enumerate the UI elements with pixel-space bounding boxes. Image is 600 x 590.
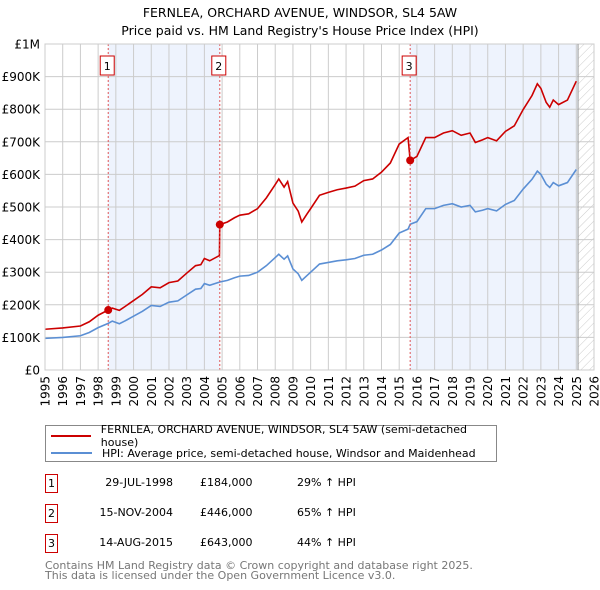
- x-tick-label: 2022: [517, 376, 531, 407]
- x-tick-label: 2021: [499, 376, 513, 407]
- footer-licence: This data is licensed under the Open Gov…: [45, 569, 396, 582]
- sale-label-box: [211, 55, 227, 76]
- x-tick-label: 2000: [127, 376, 141, 407]
- x-tick-label: 2008: [269, 376, 283, 407]
- x-tick-label: 2001: [145, 376, 159, 407]
- legend: FERNLEA, ORCHARD AVENUE, WINDSOR, SL4 5A…: [45, 423, 497, 462]
- x-tick-label: 2026: [588, 376, 600, 407]
- sale-label: 3: [406, 60, 413, 73]
- x-tick-label: 1996: [56, 376, 70, 407]
- x-tick-label: 2020: [481, 376, 495, 407]
- sale-row: 2 15-NOV-2004 £446,000 65% ↑ HPI: [45, 504, 445, 524]
- sale-point: [104, 306, 113, 315]
- x-tick-label: 2010: [304, 376, 318, 407]
- sale-point: [406, 156, 415, 165]
- sale-label-box: [99, 55, 115, 76]
- sale-date: 29-JUL-1998: [105, 476, 173, 489]
- x-tick-label: 2015: [393, 376, 407, 407]
- y-tick-label: £300K: [2, 266, 42, 280]
- y-tick-label: £900K: [2, 70, 42, 84]
- x-tick-label: 1995: [39, 376, 53, 407]
- x-tick-label: 2019: [464, 376, 478, 407]
- red-line-swatch: [51, 435, 91, 437]
- property-price-line: [44, 80, 578, 331]
- sale-number: 2: [45, 504, 58, 523]
- x-tick-label: 2005: [216, 376, 230, 407]
- hpi-line: [44, 169, 577, 340]
- sale-price: £643,000: [200, 536, 253, 549]
- x-tick-label: 2004: [198, 376, 212, 407]
- sale-label: 1: [104, 60, 111, 73]
- x-tick-label: 2012: [340, 376, 354, 407]
- x-tick-label: 2002: [162, 376, 176, 407]
- x-tick-label: 2016: [410, 376, 424, 407]
- y-tick-label: £500K: [2, 201, 42, 215]
- y-tick-label: £0: [25, 364, 40, 378]
- x-tick-label: 1999: [109, 376, 123, 407]
- legend-item-property: FERNLEA, ORCHARD AVENUE, WINDSOR, SL4 5A…: [46, 423, 496, 449]
- footer-copyright: Contains HM Land Registry data © Crown c…: [45, 559, 473, 572]
- legend-item-hpi: HPI: Average price, semi-detached house,…: [46, 445, 476, 461]
- sale-point: [215, 220, 224, 229]
- x-tick-label: 1998: [92, 376, 106, 407]
- x-tick-label: 2011: [322, 376, 336, 407]
- sale-label-box: [401, 55, 417, 76]
- x-tick-label: 2025: [570, 376, 584, 407]
- sale-date: 15-NOV-2004: [99, 506, 173, 519]
- sale-hpi-change: 29% ↑ HPI: [297, 476, 356, 489]
- y-tick-label: £700K: [2, 135, 42, 149]
- x-tick-label: 2023: [534, 376, 548, 407]
- x-tick-label: 1997: [74, 376, 88, 407]
- sale-price: £184,000: [200, 476, 253, 489]
- chart-subtitle: Price paid vs. HM Land Registry's House …: [121, 23, 478, 38]
- x-tick-label: 2006: [233, 376, 247, 407]
- sale-hpi-change: 65% ↑ HPI: [297, 506, 356, 519]
- x-tick-label: 2013: [357, 376, 371, 407]
- sale-label: 2: [215, 60, 222, 73]
- x-tick-label: 2007: [251, 376, 265, 407]
- y-tick-label: £100K: [2, 331, 42, 345]
- legend-label: HPI: Average price, semi-detached house,…: [102, 446, 476, 460]
- y-tick-label: £800K: [2, 103, 42, 117]
- y-tick-label: £400K: [2, 233, 42, 247]
- sale-row: 3 14-AUG-2015 £643,000 44% ↑ HPI: [45, 534, 445, 554]
- x-tick-label: 2014: [375, 376, 389, 407]
- x-tick-label: 2024: [552, 376, 566, 407]
- y-tick-label: £1M: [14, 38, 40, 52]
- y-tick-label: £200K: [2, 298, 42, 312]
- x-tick-label: 2009: [286, 376, 300, 407]
- blue-line-swatch: [51, 452, 92, 454]
- x-tick-label: 2018: [446, 376, 460, 407]
- x-tick-label: 2003: [180, 376, 194, 407]
- y-tick-label: £600K: [2, 168, 42, 182]
- sale-row: 1 29-JUL-1998 £184,000 29% ↑ HPI: [45, 474, 445, 494]
- sale-number: 1: [45, 474, 58, 493]
- sale-number: 3: [45, 534, 58, 553]
- sale-date: 14-AUG-2015: [99, 536, 173, 549]
- plot-border: [44, 43, 595, 371]
- sale-price: £446,000: [200, 506, 253, 519]
- sale-hpi-change: 44% ↑ HPI: [297, 536, 356, 549]
- price-chart: FERNLEA, ORCHARD AVENUE, WINDSOR, SL4 5A…: [2, 5, 600, 407]
- legend-label: FERNLEA, ORCHARD AVENUE, WINDSOR, SL4 5A…: [100, 423, 468, 449]
- chart-title: FERNLEA, ORCHARD AVENUE, WINDSOR, SL4 5A…: [143, 5, 457, 20]
- x-tick-label: 2017: [428, 376, 442, 407]
